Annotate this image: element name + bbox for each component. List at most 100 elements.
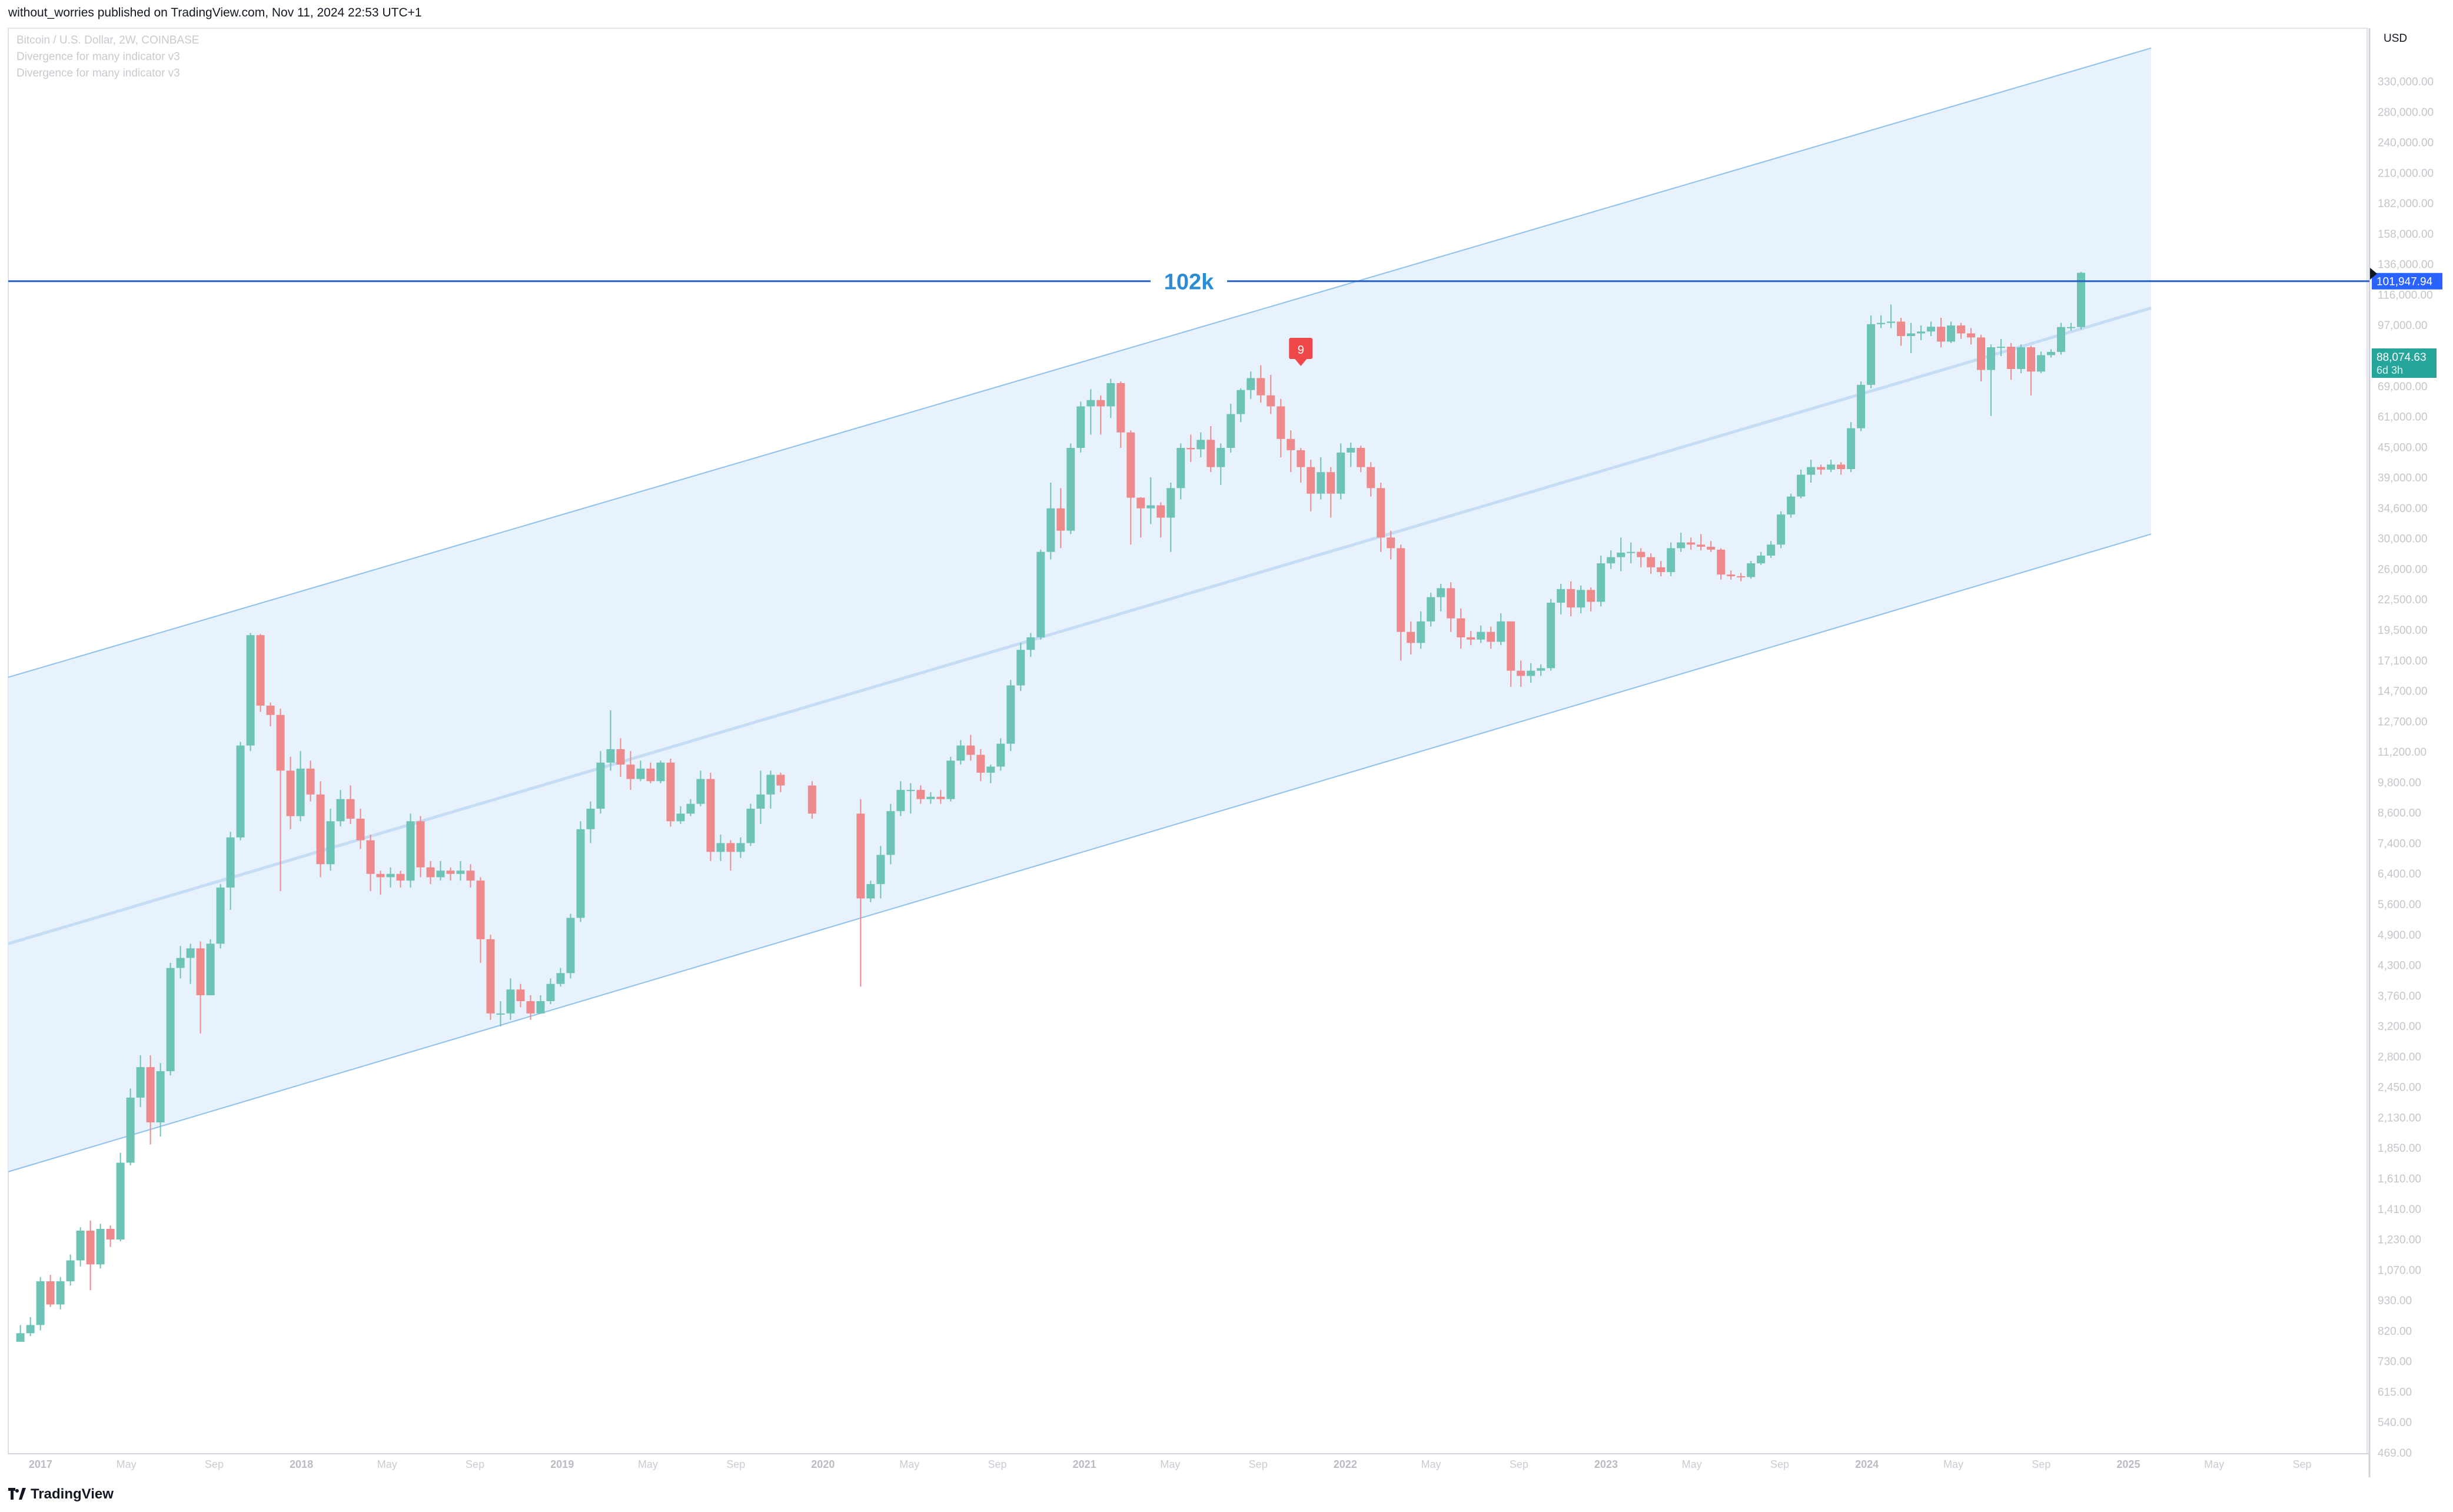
- candle-body: [1757, 556, 1766, 564]
- candle-body: [1287, 438, 1295, 450]
- candle-body: [1477, 632, 1485, 640]
- time-tick-label: Sep: [1249, 1458, 1268, 1470]
- candle-body: [1226, 414, 1235, 448]
- candle-body: [1587, 590, 1596, 602]
- bull-candle: [996, 738, 1005, 771]
- candle-body: [1747, 563, 1756, 577]
- time-tick-label: May: [899, 1458, 919, 1470]
- candle-body: [296, 768, 305, 816]
- legend-indicator-1[interactable]: Divergence for many indicator v3: [16, 51, 180, 63]
- currency-label[interactable]: USD: [2384, 32, 2408, 45]
- bear-candle: [1397, 544, 1405, 661]
- candle-body: [2037, 355, 2046, 372]
- time-tick-label: May: [2204, 1458, 2224, 1470]
- scroll-to-price-icon[interactable]: [2370, 268, 2377, 280]
- footer: [0, 1477, 2453, 1512]
- price-tick-label: 39,000.00: [2378, 472, 2428, 484]
- candle-body: [1156, 505, 1165, 518]
- time-tick-label: Sep: [205, 1458, 224, 1470]
- candle-body: [1847, 428, 1856, 469]
- candle-body: [1967, 333, 1976, 338]
- bull-candle: [606, 710, 615, 771]
- candle-body: [1737, 576, 1746, 578]
- bull-candle: [1677, 533, 1686, 552]
- candle-body: [456, 870, 465, 874]
- bull-candle: [1947, 321, 1956, 343]
- bull-candle: [1046, 483, 1055, 560]
- bull-candle: [1016, 643, 1025, 692]
- candle-body: [1487, 632, 1495, 642]
- bear-candle: [626, 751, 635, 790]
- candle-body: [1857, 384, 1866, 428]
- target-label-bg: [1151, 268, 1227, 294]
- candle-body: [1407, 632, 1415, 643]
- bull-candle: [1106, 378, 1115, 418]
- candle-body: [626, 765, 635, 779]
- price-tick-label: 158,000.00: [2378, 228, 2434, 241]
- price-tick-label: 730.00: [2378, 1356, 2412, 1368]
- candle-body: [1367, 467, 1375, 489]
- bear-candle: [466, 864, 475, 888]
- bear-candle: [646, 762, 655, 783]
- candle-body: [556, 973, 565, 984]
- bear-candle: [1357, 446, 1365, 473]
- candle-body: [246, 635, 255, 746]
- candle-body: [186, 948, 195, 958]
- price-tick-label: 330,000.00: [2378, 76, 2434, 88]
- bear-candle: [1297, 448, 1305, 483]
- candle-body: [1437, 588, 1445, 597]
- candle-body: [536, 1001, 545, 1013]
- bear-candle: [1126, 430, 1135, 545]
- bull-candle: [236, 742, 245, 840]
- candle-body: [756, 794, 765, 809]
- candle-body: [1497, 621, 1505, 642]
- bear-candle: [1327, 467, 1335, 518]
- bull-candle: [496, 1001, 505, 1027]
- candle-body: [286, 770, 295, 816]
- bull-candle: [226, 832, 235, 910]
- price-tick-label: 97,000.00: [2378, 320, 2428, 332]
- bull-candle: [1777, 511, 1786, 549]
- time-tick-label: 2017: [29, 1458, 52, 1470]
- channel-upper-line: [8, 47, 2152, 678]
- candle-body: [1797, 474, 1806, 497]
- bull-candle: [1146, 477, 1155, 524]
- candle-body: [1377, 488, 1385, 538]
- bull-candle: [1226, 403, 1235, 453]
- price-tick-label: 116,000.00: [2378, 289, 2433, 301]
- bull-candle: [1537, 664, 1545, 676]
- candle-body: [1837, 464, 1846, 469]
- bull-candle: [76, 1227, 85, 1267]
- candle-body: [266, 705, 275, 715]
- bear-candle: [1447, 582, 1455, 632]
- legend-symbol[interactable]: Bitcoin / U.S. Dollar, 2W, COINBASE: [16, 34, 200, 46]
- bull-candle: [156, 1063, 165, 1137]
- chart-legend: Bitcoin / U.S. Dollar, 2W, COINBASE Dive…: [16, 32, 199, 82]
- candle-body: [96, 1229, 105, 1265]
- bear-candle: [276, 709, 285, 892]
- bull-candle: [946, 756, 955, 802]
- bull-candle: [746, 803, 755, 846]
- candle-body: [1887, 321, 1896, 323]
- bull-candle: [1747, 561, 1756, 579]
- candle-body: [1206, 440, 1215, 467]
- candle-body: [316, 794, 325, 865]
- bull-candle: [536, 995, 545, 1013]
- bear-candle: [86, 1220, 95, 1291]
- bull-candle: [586, 801, 595, 843]
- bull-candle: [956, 740, 965, 765]
- candle-body: [766, 775, 775, 795]
- candle-body: [956, 745, 965, 761]
- candle-body: [276, 715, 285, 771]
- bear-candle: [856, 799, 865, 987]
- bull-candle: [216, 884, 225, 949]
- signal-marker-label: 9: [1298, 344, 1304, 357]
- candle-body: [496, 1013, 505, 1015]
- price-tick-label: 210,000.00: [2378, 167, 2434, 180]
- candle-body: [1867, 324, 1876, 385]
- channel-lower-line: [8, 533, 2152, 1172]
- legend-indicator-2[interactable]: Divergence for many indicator v3: [16, 67, 180, 79]
- bull-candle: [186, 943, 195, 984]
- bear-candle: [1657, 561, 1666, 577]
